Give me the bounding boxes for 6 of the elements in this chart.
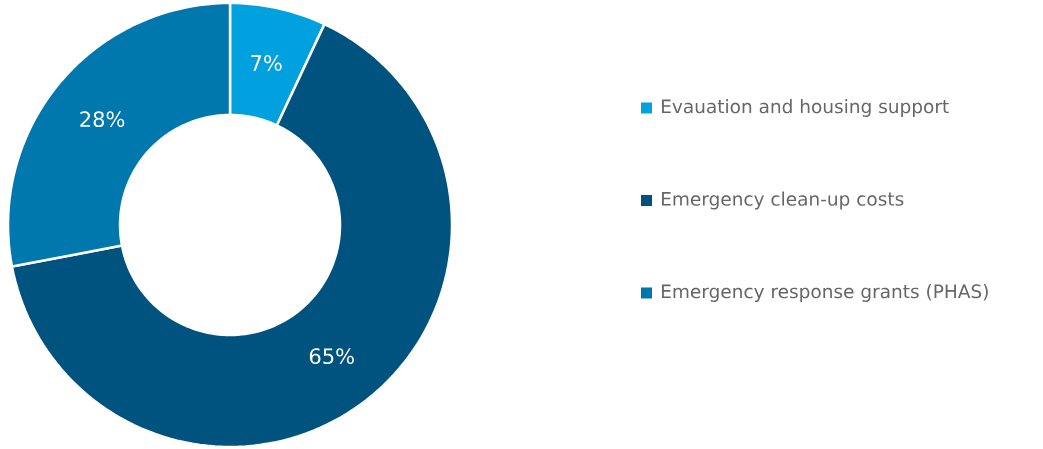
legend-label: Emergency response grants (PHAS) — [662, 284, 988, 302]
legend-label: Emergency clean-up costs — [662, 191, 904, 210]
data-label: 28% — [80, 111, 125, 128]
data-label: 7% — [251, 55, 282, 71]
legend-label: Evauation and housing support — [662, 99, 949, 117]
data-label: 65% — [309, 348, 354, 365]
